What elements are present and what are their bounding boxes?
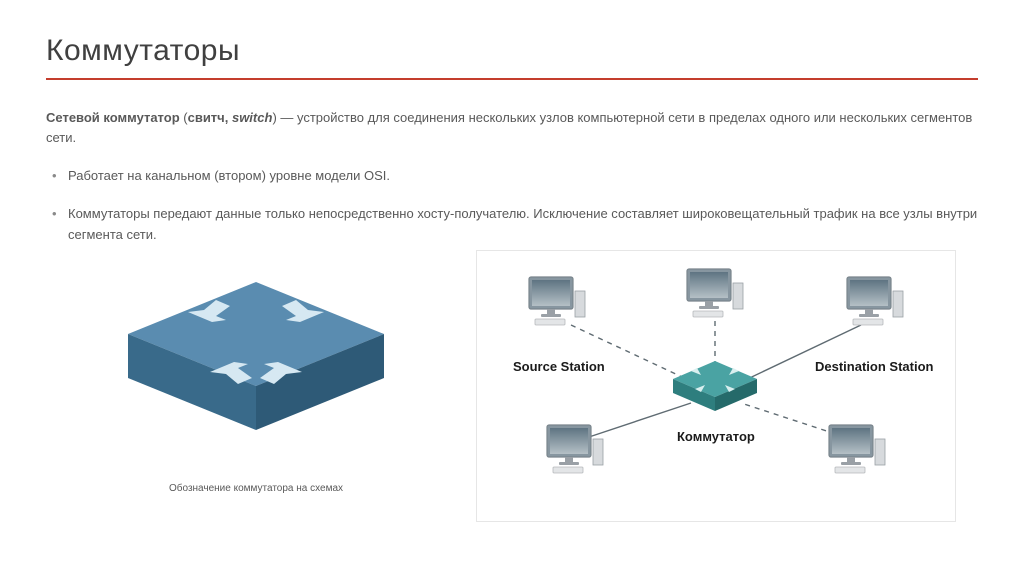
label-source-station: Source Station bbox=[513, 359, 605, 374]
slide: Коммутаторы Сетевой коммутатор (свитч, s… bbox=[0, 0, 1024, 574]
switch-symbol-svg bbox=[106, 258, 406, 468]
figures-area: Обозначение коммутатора на схемах Source… bbox=[46, 272, 978, 552]
figure-caption: Обозначение коммутатора на схемах bbox=[86, 483, 426, 494]
lead-bold-1: Сетевой коммутатор bbox=[46, 110, 180, 125]
figure-network-diagram: Source Station Destination Station Комму… bbox=[476, 250, 956, 522]
bullet-item: Коммутаторы передают данные только непос… bbox=[48, 204, 978, 244]
lead-paragraph: Сетевой коммутатор (свитч, switch) — уст… bbox=[46, 108, 978, 148]
network-svg: Source Station Destination Station Комму… bbox=[477, 251, 955, 521]
label-switch: Коммутатор bbox=[677, 429, 755, 444]
bullet-item: Работает на канальном (втором) уровне мо… bbox=[48, 166, 978, 186]
figure-switch-symbol: Обозначение коммутатора на схемах bbox=[86, 258, 426, 494]
label-destination-station: Destination Station bbox=[815, 359, 934, 374]
bullet-list: Работает на канальном (втором) уровне мо… bbox=[48, 166, 978, 244]
title-rule bbox=[46, 78, 978, 80]
lead-bold-2: свитч, bbox=[188, 110, 229, 125]
lead-italic: switch bbox=[232, 110, 272, 125]
slide-title: Коммутаторы bbox=[46, 34, 978, 68]
